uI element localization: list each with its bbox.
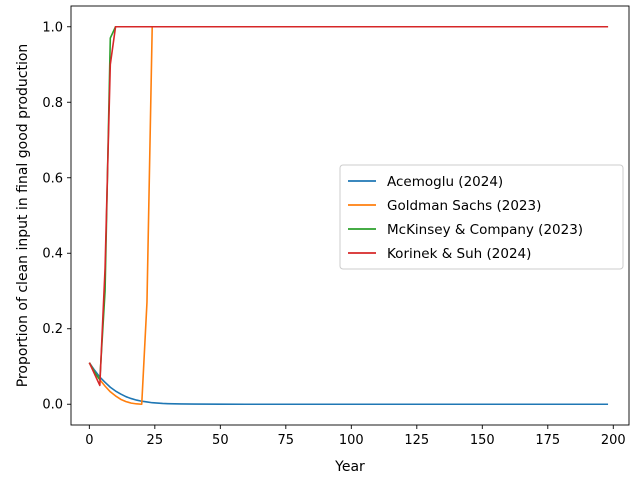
y-tick-label: 0.2 [42, 322, 63, 337]
x-tick-label: 50 [212, 433, 229, 448]
legend: Acemoglu (2024) Goldman Sachs (2023) McKin… [339, 164, 624, 270]
y-tick-label: 0.6 [42, 171, 63, 186]
y-tick-label: 0.0 [42, 398, 63, 413]
plot-lines [88, 25, 609, 406]
x-tick-label: 75 [278, 433, 295, 448]
x-tick-label: 200 [601, 433, 626, 448]
x-tick-label: 0 [85, 433, 93, 448]
x-tick-label: 125 [404, 433, 429, 448]
legend-entry-0: Acemoglu (2024) [387, 174, 503, 190]
legend-entry-2: McKinsey & Company (2023) [387, 222, 583, 238]
legend-entry-3: Korinek & Suh (2024) [387, 246, 531, 262]
y-tick-label: 0.4 [42, 247, 63, 262]
axes: 0 25 50 75 100 125 150 175 200 0.0 0.2 0.4 0.6 0.8 1.0 [42, 5, 630, 448]
y-axis-label: Proportion of clean input in final good … [15, 44, 31, 388]
series-line-3 [88, 25, 609, 387]
x-axis-label: Year [334, 459, 365, 475]
x-tick-label: 100 [339, 433, 364, 448]
x-tick-label: 150 [470, 433, 495, 448]
x-tick-label: 175 [535, 433, 560, 448]
plot-frame [70, 5, 630, 426]
legend-box [339, 164, 624, 270]
y-tick-label: 0.8 [42, 96, 63, 111]
y-tick-label: 1.0 [42, 20, 63, 35]
series-line-0 [88, 362, 609, 406]
legend-entry-1: Goldman Sachs (2023) [387, 198, 541, 214]
x-tick-label: 25 [147, 433, 164, 448]
